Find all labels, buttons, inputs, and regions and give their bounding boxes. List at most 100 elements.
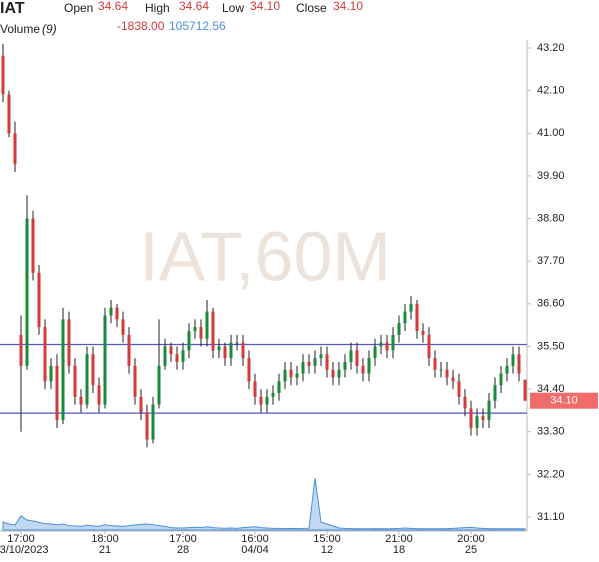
x-tick-label: 18:00 — [91, 533, 119, 545]
candle-body — [247, 358, 251, 382]
x-tick-sublabel: 21 — [99, 544, 111, 556]
field-label: High — [145, 1, 170, 15]
candle-body — [193, 327, 197, 331]
candle-body — [157, 365, 161, 405]
watermark: IAT,60M — [139, 217, 391, 295]
x-tick-label: 17:00 — [169, 533, 197, 545]
candle-body — [361, 365, 365, 374]
volume-area — [2, 477, 526, 531]
candle-body — [307, 361, 311, 366]
candle-body — [97, 385, 101, 405]
candle-body — [469, 408, 473, 428]
x-tick-sublabel: 04/04 — [241, 544, 269, 556]
candle-body — [205, 311, 209, 339]
y-tick-label: 33.30 — [537, 426, 565, 438]
x-tick-label: 21:00 — [385, 533, 413, 545]
candle-body — [265, 396, 269, 405]
candle-body — [211, 311, 215, 351]
x-tick-sublabel: 18 — [393, 544, 405, 556]
candle-body — [73, 365, 77, 397]
y-tick-label: 37.70 — [537, 255, 565, 267]
candle-body — [409, 303, 413, 312]
field-value: 34.64 — [179, 0, 209, 13]
candle-body — [277, 381, 281, 393]
candle-body — [445, 369, 449, 378]
candle-body — [85, 354, 89, 405]
candle-body — [253, 381, 257, 397]
candle-body — [151, 404, 155, 440]
candle-body — [91, 354, 95, 386]
candle-body — [337, 369, 341, 378]
candle-body — [301, 361, 305, 374]
candle-body — [487, 400, 491, 421]
candle-body — [523, 379, 527, 401]
candle-body — [199, 327, 203, 339]
y-tick-label: 31.10 — [537, 511, 565, 523]
volume-value: 105712.56 — [169, 19, 226, 33]
candle-body — [133, 365, 137, 397]
candle-body — [313, 358, 317, 366]
candle-body — [433, 358, 437, 370]
candle-body — [493, 385, 497, 401]
candle-body — [331, 369, 335, 378]
candle-body — [271, 392, 275, 397]
candle-body — [31, 218, 35, 273]
candle-body — [499, 373, 503, 386]
y-tick-label: 32.20 — [537, 468, 565, 480]
candle-body — [373, 346, 377, 359]
field-value: 34.64 — [98, 0, 128, 13]
candle-body — [415, 303, 419, 331]
candle-body — [25, 218, 29, 366]
candle-body — [517, 354, 521, 374]
candle-body — [349, 350, 353, 362]
field-label: Close — [296, 1, 327, 15]
candle-body — [115, 307, 119, 320]
y-tick-label: 43.20 — [537, 42, 565, 54]
field-label: Low — [222, 1, 244, 15]
candle-body — [217, 346, 221, 351]
candle-body — [325, 354, 329, 370]
candle-body — [121, 319, 125, 335]
candle-body — [259, 396, 263, 405]
candle-body — [367, 358, 371, 374]
candle-body — [229, 342, 233, 359]
candle-body — [145, 412, 149, 440]
candle-body — [463, 396, 467, 409]
last-price-label: 34.10 — [550, 395, 578, 407]
candle-body — [13, 133, 17, 165]
y-tick-label: 38.80 — [537, 212, 565, 224]
symbol: IAT — [0, 0, 25, 17]
candle-body — [421, 330, 425, 335]
y-tick-label: 34.40 — [537, 383, 565, 395]
candle-body — [175, 354, 179, 362]
candle-body — [355, 350, 359, 366]
x-tick-sublabel: 12 — [321, 544, 333, 556]
candle-body — [457, 381, 461, 397]
candle-body — [67, 319, 71, 366]
candle-body — [511, 354, 515, 366]
candle-body — [169, 346, 173, 355]
candle-body — [295, 373, 299, 378]
candle-body — [397, 323, 401, 335]
candle-body — [49, 365, 53, 382]
volume-value: -1838.00 — [117, 19, 165, 33]
candle-body — [481, 416, 485, 421]
candle-body — [451, 377, 455, 382]
field-value: 34.10 — [333, 0, 363, 13]
candle-body — [235, 342, 239, 344]
field-label: Open — [64, 1, 93, 15]
candle-body — [475, 416, 479, 428]
volume-label: Volume — [0, 22, 40, 36]
candle-body — [187, 330, 191, 351]
x-tick-label: 20:00 — [457, 533, 485, 545]
x-tick-label: 17:00 — [7, 533, 35, 545]
candle-body — [139, 396, 143, 413]
field-value: 34.10 — [250, 0, 280, 13]
candle-body — [19, 334, 23, 366]
candle-body — [181, 350, 185, 362]
candle-body — [283, 369, 287, 382]
candle-body — [379, 342, 383, 347]
x-tick-sublabel: 25 — [465, 544, 477, 556]
y-tick-label: 36.60 — [537, 298, 565, 310]
